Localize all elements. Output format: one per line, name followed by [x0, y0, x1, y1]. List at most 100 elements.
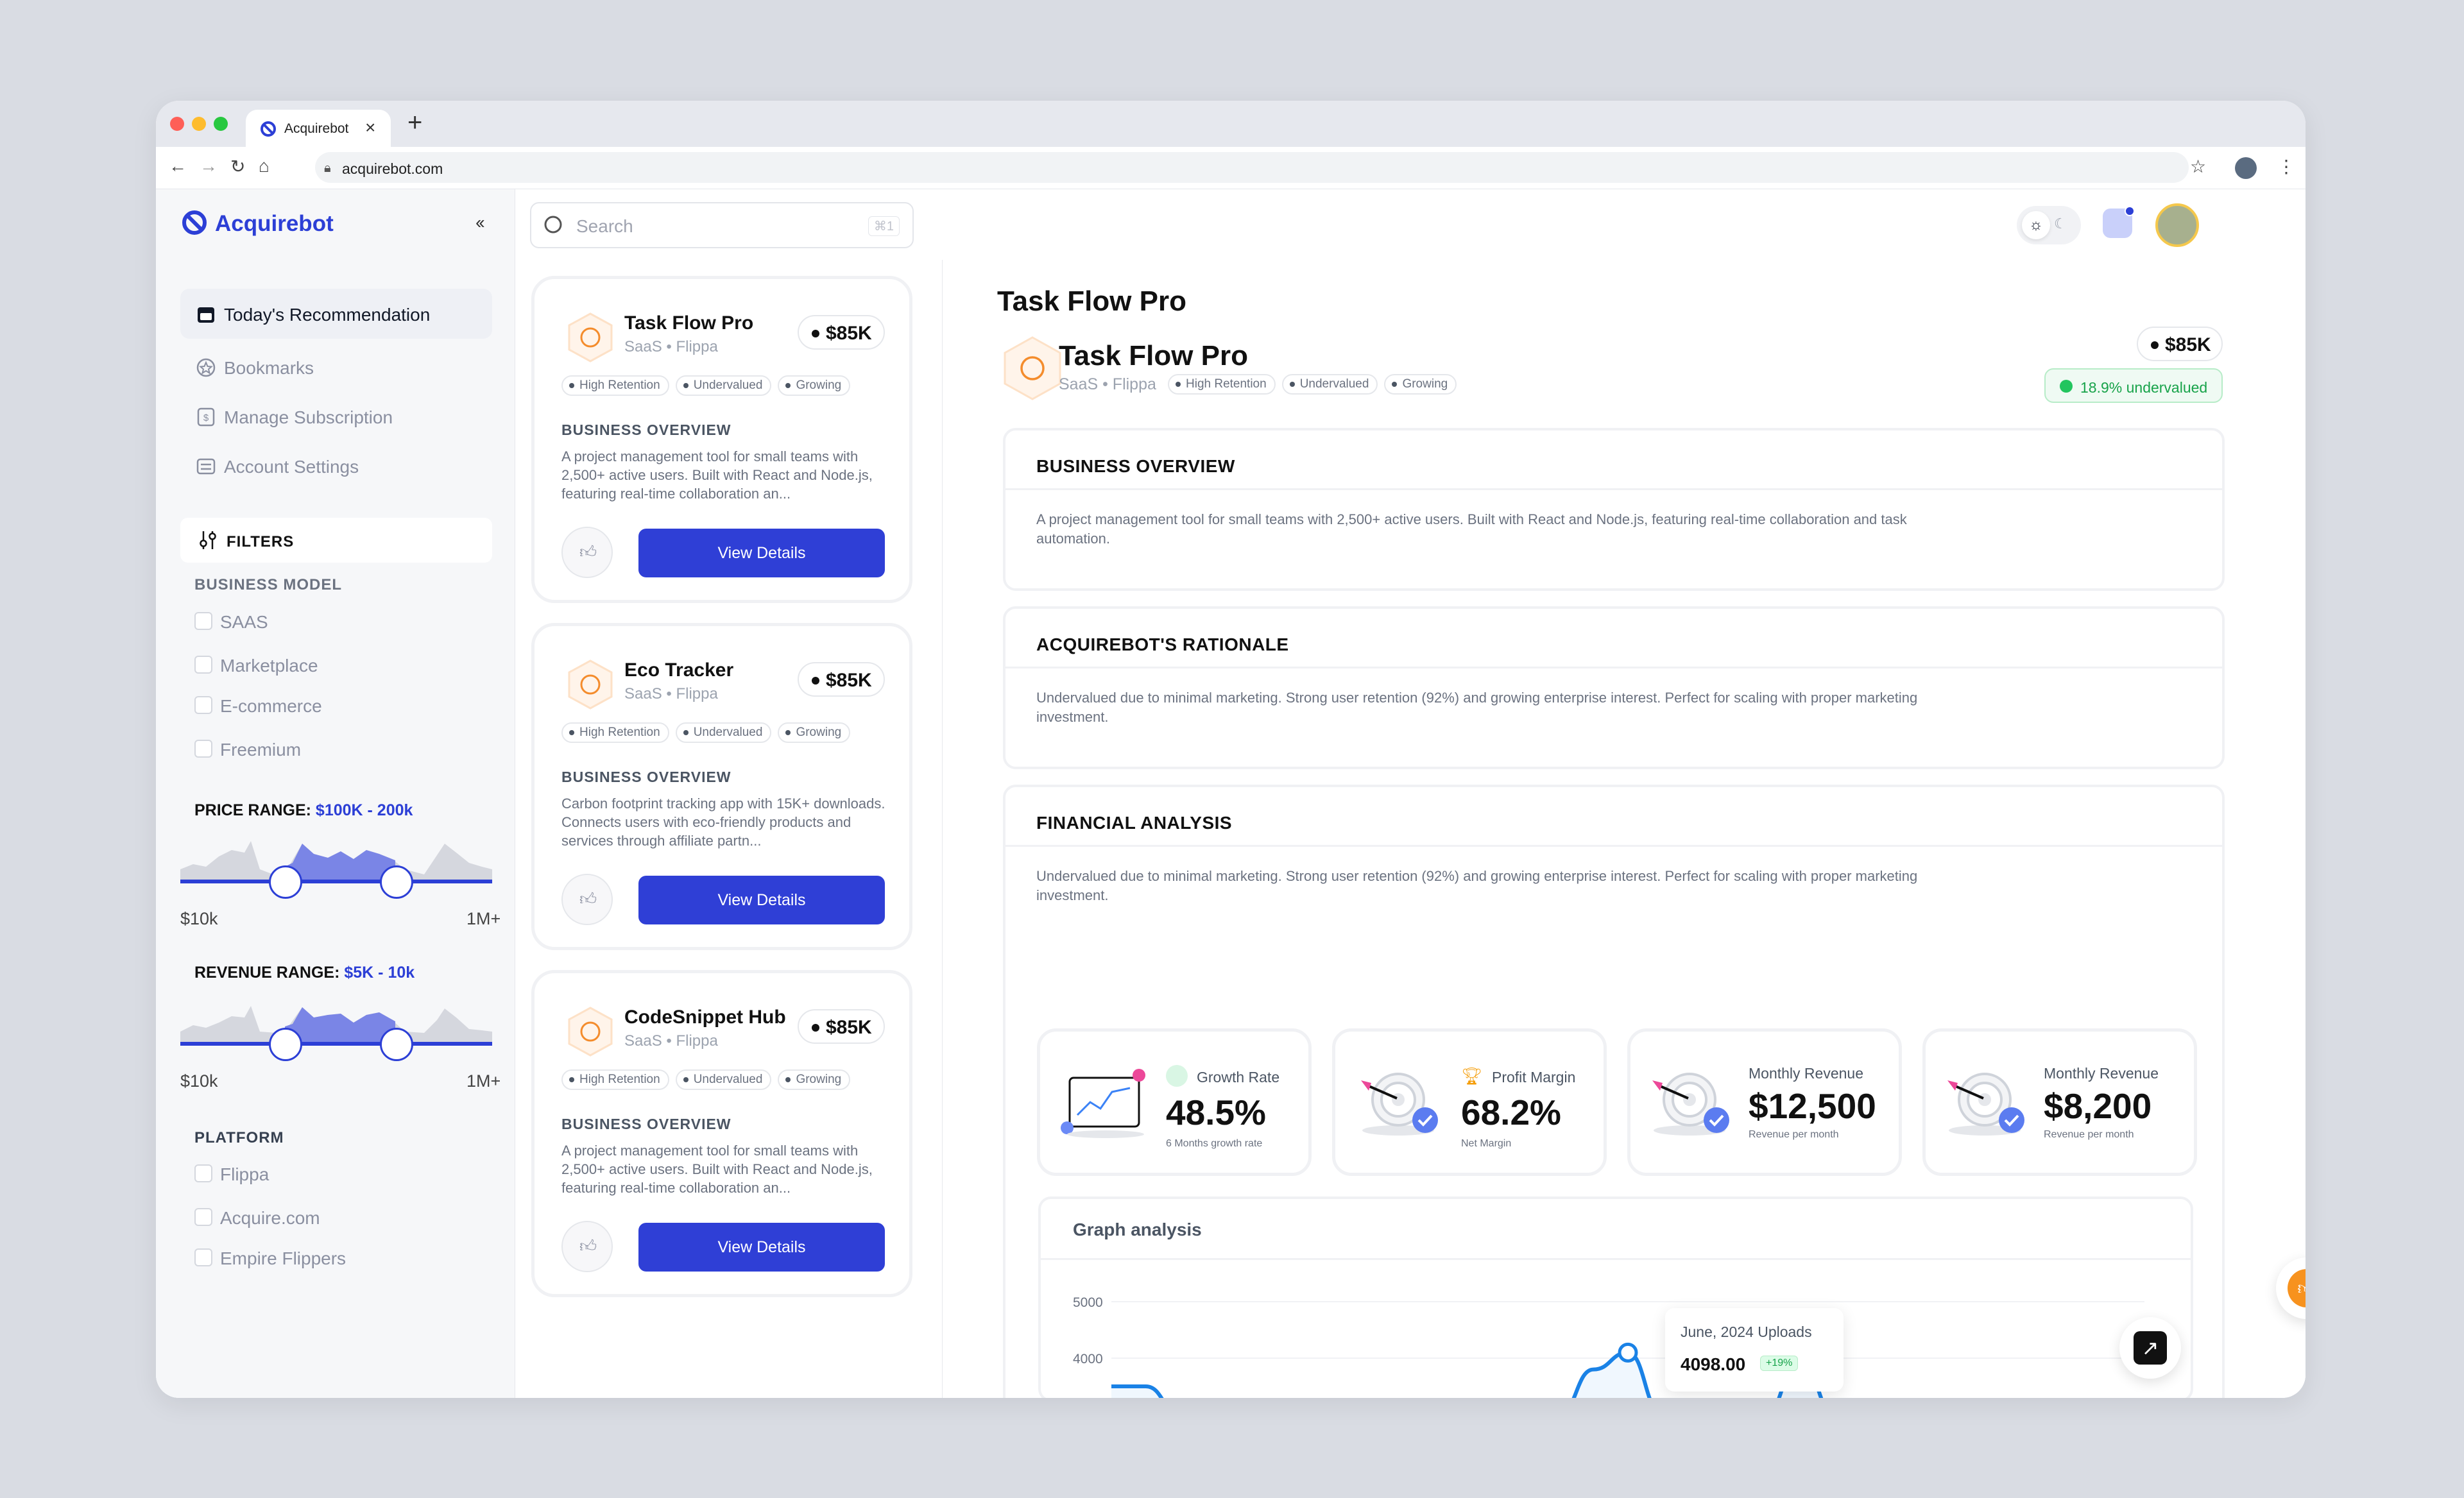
thumbs-up-icon: 👍︎: [579, 1236, 597, 1255]
tooltip-title: June, 2024 Uploads: [1681, 1324, 1812, 1340]
checkbox-box[interactable]: [194, 1248, 212, 1266]
revenue-histogram: [180, 1006, 492, 1046]
bookmark-star-icon[interactable]: ☆: [2190, 157, 2207, 176]
panel-heading: BUSINESS OVERVIEW: [1036, 456, 1235, 476]
product-logo-icon: [568, 660, 613, 710]
price-max-handle[interactable]: [380, 865, 413, 899]
stat-label: Monthly Revenue: [1749, 1065, 1863, 1082]
checkbox-box[interactable]: [194, 1208, 212, 1226]
tag: Undervalued: [675, 722, 772, 743]
url-field[interactable]: 🔒︎ acquirebot.com: [315, 152, 2189, 183]
recommendation-card[interactable]: CodeSnippet Hub SaaS • Flippa $85K High …: [531, 970, 912, 1297]
new-tab-button[interactable]: +: [407, 108, 423, 137]
revenue-range-slider[interactable]: [180, 987, 492, 1061]
recommendation-card[interactable]: Eco Tracker SaaS • Flippa $85K High Rete…: [531, 623, 912, 950]
divider: [1005, 667, 2222, 668]
profile-avatar[interactable]: [2235, 157, 2257, 179]
close-window-button[interactable]: [170, 117, 184, 131]
stat-subtitle: Revenue per month: [2044, 1129, 2134, 1140]
browser-tab[interactable]: Acquirebot ×: [246, 110, 391, 147]
nav-label: Today's Recommendation: [224, 305, 431, 325]
checkbox-box[interactable]: [194, 696, 212, 714]
notification-dot: [2125, 206, 2135, 216]
divider: [1005, 845, 2222, 847]
search-input[interactable]: Search: [576, 216, 633, 236]
url-text: acquirebot.com: [342, 160, 443, 177]
price-badge: $85K: [798, 315, 885, 350]
maximize-window-button[interactable]: [214, 117, 228, 131]
reload-icon[interactable]: ↻: [230, 157, 246, 176]
y-tick-label: 5000: [1073, 1295, 1103, 1310]
revenue-max-handle[interactable]: [380, 1028, 413, 1061]
tag-list: High Retention Undervalued Growing: [561, 375, 851, 397]
notifications-button[interactable]: [2103, 206, 2135, 238]
stat-card-growth-rate: Growth Rate 48.5% 6 Months growth rate: [1037, 1028, 1312, 1176]
recommendation-card[interactable]: Task Flow Pro SaaS • Flippa $85K High Re…: [531, 276, 912, 603]
price-range-title: PRICE RANGE:: [194, 801, 311, 819]
section-heading: BUSINESS OVERVIEW: [561, 1116, 732, 1132]
target-illustration-icon: [1361, 1073, 1438, 1136]
browser-menu-icon[interactable]: ⋮: [2277, 157, 2295, 176]
address-bar-row: ← → ↻ ⌂ 🔒︎ acquirebot.com ☆ ⋮: [156, 147, 2306, 189]
search-icon: [544, 216, 562, 234]
lock-icon: 🔒︎: [324, 161, 331, 175]
y-tick-label: 4000: [1073, 1352, 1103, 1366]
tag: Growing: [778, 722, 851, 743]
checkbox-box[interactable]: [194, 740, 212, 758]
panel-text: Undervalued due to minimal marketing. St…: [1036, 690, 1918, 725]
forward-arrow-icon[interactable]: →: [200, 156, 218, 176]
revenue-min-handle[interactable]: [269, 1028, 302, 1061]
highlight-point[interactable]: [1618, 1342, 1638, 1363]
tag: Growing: [1384, 374, 1457, 395]
tag: High Retention: [561, 722, 669, 743]
price-dot: [812, 330, 819, 337]
panel-heading: FINANCIAL ANALYSIS: [1036, 813, 1233, 833]
nav-todays-recommendation[interactable]: Today's Recommendation: [180, 289, 492, 339]
checkbox-box[interactable]: [194, 1164, 212, 1182]
tag: Growing: [778, 1069, 851, 1090]
search-box[interactable]: Search ⌘1: [530, 202, 914, 248]
card-subtitle: SaaS • Flippa: [624, 685, 718, 702]
tag: Growing: [778, 375, 851, 396]
view-details-button[interactable]: View Details: [638, 876, 885, 924]
home-icon[interactable]: ⌂: [259, 156, 270, 176]
minimize-window-button[interactable]: [192, 117, 206, 131]
close-tab-icon[interactable]: ×: [365, 117, 376, 137]
checkbox-label: Acquire.com: [220, 1208, 320, 1228]
dollar-icon: $: [197, 407, 215, 427]
nav-manage-subscription[interactable]: $ Manage Subscription: [180, 391, 492, 441]
nav-bookmarks[interactable]: Bookmarks: [180, 342, 492, 392]
card-description: A project management tool for small team…: [561, 1143, 873, 1196]
user-avatar[interactable]: [2155, 203, 2199, 247]
tag-list: High Retention Undervalued Growing: [561, 722, 851, 744]
collapse-sidebar-icon[interactable]: ‹‹: [475, 212, 485, 232]
checkbox-box[interactable]: [194, 612, 212, 630]
floating-share-button[interactable]: ↗: [2119, 1317, 2181, 1379]
tag: Undervalued: [675, 1069, 772, 1090]
like-button[interactable]: 👍︎: [561, 527, 613, 578]
back-arrow-icon[interactable]: ←: [169, 156, 187, 176]
checkbox-box[interactable]: [194, 656, 212, 674]
card-description: Carbon footprint tracking app with 15K+ …: [561, 796, 886, 849]
price-dot: [2151, 341, 2159, 349]
price-dot: [812, 677, 819, 685]
nav-label: Manage Subscription: [224, 407, 393, 427]
like-button[interactable]: 👍︎: [561, 1221, 613, 1272]
price-min-handle[interactable]: [269, 865, 302, 899]
graph-analysis-card: Graph analysis 5000400030002000 June, 20…: [1038, 1196, 2193, 1398]
view-details-button[interactable]: View Details: [638, 1223, 885, 1272]
price-range-slider[interactable]: [180, 824, 492, 899]
rationale-panel: ACQUIREBOT'S RATIONALE Undervalued due t…: [1003, 606, 2225, 769]
theme-toggle[interactable]: ☼ ☾: [2017, 206, 2081, 244]
like-button[interactable]: 👍︎: [561, 874, 613, 925]
stat-card-profit-margin: 🏆︎ Profit Margin 68.2% Net Margin: [1332, 1028, 1607, 1176]
price-value: $85K: [2165, 334, 2211, 355]
divider: [1041, 1258, 2191, 1260]
tag-list: High Retention Undervalued Growing: [561, 1069, 851, 1091]
view-details-button[interactable]: View Details: [638, 529, 885, 577]
nav-label: Bookmarks: [224, 358, 314, 378]
section-heading: BUSINESS OVERVIEW: [561, 769, 732, 785]
moon-icon: ☾: [2054, 216, 2067, 232]
nav-account-settings[interactable]: Account Settings: [180, 441, 492, 491]
stat-subtitle: Net Margin: [1461, 1138, 1512, 1149]
